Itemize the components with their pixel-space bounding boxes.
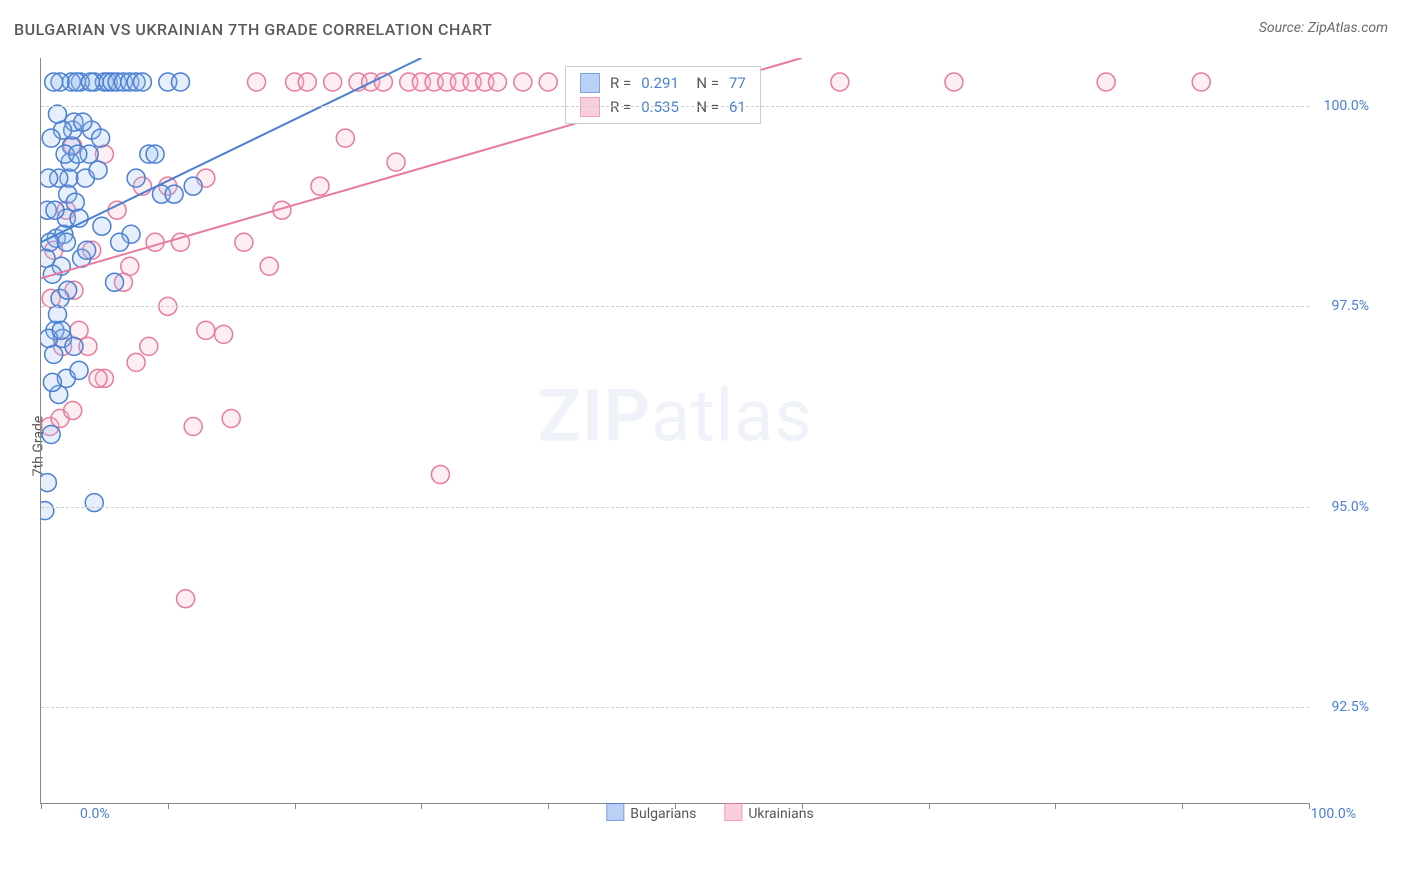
scatter-point-bulgarians [184, 177, 202, 195]
scatter-point-bulgarians [48, 105, 66, 123]
scatter-point-ukrainians [146, 233, 164, 251]
scatter-point-ukrainians [1097, 73, 1115, 91]
scatter-point-bulgarians [48, 305, 66, 323]
scatter-point-bulgarians [85, 494, 103, 512]
scatter-point-bulgarians [45, 345, 63, 363]
scatter-point-ukrainians [387, 153, 405, 171]
x-tick-mark [421, 803, 422, 809]
y-tick-label: 100.0% [1314, 98, 1369, 114]
scatter-point-ukrainians [108, 201, 126, 219]
scatter-point-ukrainians [260, 257, 278, 275]
stats-box: R = 0.291 N = 77R = 0.535 N = 61 [565, 66, 761, 124]
scatter-point-ukrainians [431, 466, 449, 484]
legend-swatch [724, 803, 742, 821]
source-attribution: Source: ZipAtlas.com [1259, 20, 1388, 36]
scatter-point-ukrainians [215, 325, 233, 343]
scatter-point-ukrainians [235, 233, 253, 251]
y-tick-label: 97.5% [1314, 298, 1369, 314]
scatter-point-ukrainians [248, 73, 266, 91]
scatter-point-bulgarians [41, 249, 55, 267]
scatter-point-bulgarians [43, 373, 61, 391]
scatter-point-ukrainians [945, 73, 963, 91]
scatter-point-bulgarians [111, 233, 129, 251]
gridline-h [41, 306, 1309, 307]
scatter-point-bulgarians [57, 233, 75, 251]
scatter-point-ukrainians [70, 321, 88, 339]
legend-swatch [606, 803, 624, 821]
scatter-point-bulgarians [127, 169, 145, 187]
scatter-point-bulgarians [45, 73, 63, 91]
gridline-h [41, 707, 1309, 708]
scatter-point-bulgarians [42, 426, 60, 444]
scatter-point-bulgarians [171, 73, 189, 91]
x-axis-max-label: 100.0% [1311, 806, 1356, 822]
scatter-point-ukrainians [1192, 73, 1210, 91]
stats-r-value: 0.291 [641, 74, 679, 92]
x-tick-mark [41, 803, 42, 809]
stats-swatch [580, 73, 600, 93]
scatter-point-bulgarians [41, 474, 56, 492]
scatter-point-ukrainians [336, 129, 354, 147]
chart-title: BULGARIAN VS UKRAINIAN 7TH GRADE CORRELA… [14, 20, 492, 39]
legend: Bulgarians Ukrainians [606, 803, 813, 822]
x-tick-mark [548, 803, 549, 809]
scatter-point-bulgarians [65, 337, 83, 355]
scatter-point-bulgarians [78, 241, 96, 259]
scatter-point-ukrainians [539, 73, 557, 91]
scatter-point-ukrainians [311, 177, 329, 195]
scatter-point-bulgarians [46, 201, 64, 219]
legend-item-bulgarians: Bulgarians [606, 803, 696, 822]
scatter-point-bulgarians [42, 129, 60, 147]
y-tick-label: 95.0% [1314, 499, 1369, 515]
x-tick-mark [1182, 803, 1183, 809]
plot-area: ZIPatlas R = 0.291 N = 77R = 0.535 N = 6… [40, 58, 1309, 804]
scatter-point-ukrainians [222, 409, 240, 427]
scatter-point-bulgarians [165, 185, 183, 203]
scatter-point-ukrainians [127, 353, 145, 371]
scatter-point-bulgarians [59, 281, 77, 299]
scatter-point-bulgarians [70, 361, 88, 379]
scatter-point-bulgarians [74, 113, 92, 131]
scatter-point-ukrainians [488, 73, 506, 91]
scatter-point-ukrainians [177, 590, 195, 608]
scatter-point-bulgarians [41, 169, 58, 187]
x-tick-mark [168, 803, 169, 809]
scatter-point-ukrainians [197, 321, 215, 339]
scatter-point-ukrainians [514, 73, 532, 91]
scatter-point-bulgarians [52, 321, 70, 339]
legend-label: Ukrainians [748, 806, 813, 822]
scatter-point-bulgarians [93, 217, 111, 235]
scatter-point-bulgarians [146, 145, 164, 163]
stats-n-label: N = [689, 74, 719, 92]
scatter-point-ukrainians [140, 337, 158, 355]
x-tick-mark [929, 803, 930, 809]
scatter-point-bulgarians [106, 273, 124, 291]
stats-r-label: R = [610, 74, 631, 92]
stats-row-bulgarians: R = 0.291 N = 77 [566, 71, 760, 95]
x-tick-mark [1055, 803, 1056, 809]
scatter-point-ukrainians [298, 73, 316, 91]
scatter-point-ukrainians [831, 73, 849, 91]
legend-item-ukrainians: Ukrainians [724, 803, 813, 822]
scatter-point-ukrainians [184, 417, 202, 435]
stats-n-value: 77 [729, 74, 746, 92]
chart-container: ZIPatlas R = 0.291 N = 77R = 0.535 N = 6… [40, 58, 1380, 828]
x-tick-mark [295, 803, 296, 809]
scatter-point-bulgarians [133, 73, 151, 91]
gridline-h [41, 106, 1309, 107]
scatter-point-bulgarians [66, 193, 84, 211]
scatter-point-bulgarians [69, 145, 87, 163]
gridline-h [41, 507, 1309, 508]
y-tick-label: 92.5% [1314, 699, 1369, 715]
scatter-point-bulgarians [89, 161, 107, 179]
scatter-svg [41, 58, 1309, 803]
scatter-point-bulgarians [92, 129, 110, 147]
scatter-point-ukrainians [89, 369, 107, 387]
scatter-point-bulgarians [41, 502, 54, 520]
x-axis-min-label: 0.0% [80, 806, 110, 822]
legend-label: Bulgarians [630, 806, 696, 822]
scatter-point-ukrainians [64, 401, 82, 419]
scatter-point-ukrainians [324, 73, 342, 91]
scatter-point-bulgarians [81, 73, 99, 91]
